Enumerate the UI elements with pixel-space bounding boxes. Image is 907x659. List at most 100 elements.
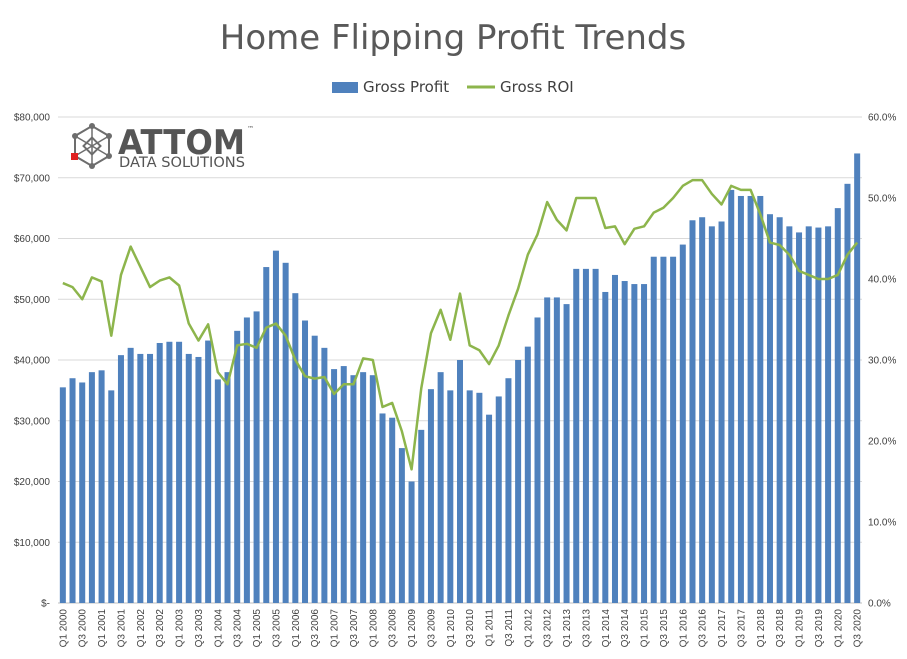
attom-logo-wordmark: ATTOM: [118, 123, 245, 163]
bar-q3-2019: [815, 227, 822, 603]
x-axis-tick-label: Q3 2000: [78, 609, 89, 648]
attom-logo-trademark: ™: [247, 125, 254, 133]
bar-q1-2016: [679, 244, 686, 603]
bar-q4-2003: [205, 340, 212, 603]
bar-q4-2013: [592, 268, 599, 603]
x-axis-tick-label: Q3 2007: [349, 609, 360, 648]
right-axis-tick-labels: 0.0% 10.0% 20.0% 30.0% 40.0% 50.0% 60.0%: [868, 113, 896, 610]
bar-q4-2001: [127, 347, 134, 603]
bar-q2-2007: [340, 366, 347, 603]
bar-q4-2014: [631, 284, 638, 603]
bar-q4-2012: [553, 297, 560, 603]
bar-q1-2017: [718, 221, 725, 604]
x-axis-tick-label: Q1 2011: [485, 609, 496, 647]
x-axis-tick-label: Q3 2014: [620, 609, 631, 648]
attom-logo-tagline: DATA SOLUTIONS: [119, 155, 245, 171]
bar-q1-2012: [524, 346, 531, 603]
x-axis-tick-label: Q3 2013: [581, 609, 592, 648]
legend: Gross Profit Gross ROI: [332, 78, 574, 96]
bar-q3-2008: [389, 417, 396, 603]
x-axis-tick-label: Q3 2016: [698, 609, 709, 648]
bar-q2-2002: [147, 353, 154, 603]
x-axis-tick-label: Q1 2000: [58, 609, 69, 648]
bar-q1-2003: [176, 341, 183, 603]
x-axis-tick-label: Q3 2017: [736, 609, 747, 648]
x-axis-tick-label: Q1 2012: [523, 609, 534, 648]
x-axis-tick-label: Q3 2006: [310, 609, 321, 648]
bar-q3-2016: [699, 217, 706, 604]
gross-roi-line: [62, 178, 859, 471]
x-axis-tick-label: Q1 2014: [601, 609, 612, 648]
bar-q3-2007: [350, 375, 357, 603]
bar-q3-2002: [156, 342, 163, 603]
bar-q3-2001: [117, 355, 124, 603]
bar-q2-2005: [263, 267, 270, 603]
bar-q1-2009: [408, 481, 415, 603]
right-axis-tick-label: 60.0%: [868, 113, 896, 124]
bar-q2-2010: [456, 360, 464, 603]
left-axis-tick-label: $60,000: [14, 234, 51, 245]
x-axis-tick-label: Q1 2019: [795, 609, 806, 648]
bar-q4-2016: [708, 226, 715, 603]
bar-q2-2011: [495, 396, 502, 603]
bar-q2-2016: [689, 220, 696, 603]
bar-q1-2013: [563, 304, 570, 603]
bar-q4-2019: [825, 226, 832, 603]
x-axis-tick-label: Q3 2009: [426, 609, 437, 648]
bar-q3-2018: [776, 217, 783, 604]
chart-title: Home Flipping Profit Trends: [220, 18, 686, 58]
bar-q2-2004: [224, 372, 231, 603]
bar-q4-2000: [88, 372, 95, 603]
x-axis-tick-label: Q3 2002: [155, 609, 166, 648]
bar-q1-2008: [369, 375, 376, 603]
right-axis-tick-label: 0.0%: [868, 599, 891, 610]
bar-q2-2009: [418, 429, 425, 603]
line-series-gross-roi: [62, 178, 859, 471]
bar-q1-2014: [602, 291, 609, 603]
bar-q4-2002: [166, 341, 173, 603]
right-axis-tick-label: 10.0%: [868, 518, 896, 529]
left-axis-tick-label: $50,000: [14, 295, 51, 306]
attom-logo-mark-icon: [71, 123, 112, 169]
bar-q3-2009: [427, 389, 434, 603]
bar-q2-2014: [611, 274, 618, 603]
x-axis-tick-label: Q3 2001: [116, 609, 127, 648]
bar-q3-2013: [582, 268, 589, 603]
bar-q4-2008: [398, 448, 405, 603]
x-axis-tick-label: Q1 2013: [562, 609, 573, 648]
bar-q1-2020: [834, 208, 841, 603]
x-axis-tick-label: Q3 2003: [194, 609, 205, 648]
x-axis-tick-label: Q1 2010: [446, 609, 457, 648]
bar-q3-2015: [660, 256, 667, 603]
bar-q3-2012: [544, 297, 551, 603]
bar-q4-2005: [282, 262, 289, 603]
x-axis-tick-label: Q1 2018: [756, 609, 767, 648]
x-axis-tick-label: Q1 2006: [291, 609, 302, 648]
bar-q4-2007: [360, 372, 367, 603]
bar-q1-2015: [641, 284, 648, 603]
bar-q3-2010: [466, 390, 473, 603]
bar-q2-2013: [573, 268, 580, 603]
bar-q3-2000: [79, 382, 86, 603]
bar-q2-2001: [108, 390, 115, 603]
x-axis-tick-label: Q1 2002: [136, 609, 147, 648]
right-axis-tick-label: 30.0%: [868, 356, 896, 367]
bar-series-gross-profit: [59, 153, 861, 604]
left-axis-tick-labels: $- $10,000 $20,000 $30,000 $40,000 $50,000 $60…: [14, 113, 51, 610]
bar-q4-2011: [515, 360, 522, 603]
x-axis-tick-label: Q1 2007: [330, 609, 341, 648]
legend-swatch-gross-profit: [332, 82, 358, 93]
bar-q1-2018: [757, 195, 764, 603]
x-axis-tick-label: Q1 2015: [640, 609, 651, 648]
left-axis-tick-label: $30,000: [14, 416, 51, 427]
bar-q3-2020: [854, 153, 861, 603]
x-axis-tick-label: Q1 2016: [678, 609, 689, 648]
x-axis-tick-label: Q1 2004: [213, 609, 224, 648]
x-axis-tick-label: Q3 2020: [853, 609, 864, 648]
bar-q2-2003: [185, 353, 192, 603]
x-axis-tick-label: Q3 2019: [814, 609, 825, 648]
bar-q4-2004: [243, 317, 250, 603]
right-axis-tick-label: 40.0%: [868, 275, 896, 286]
left-axis-tick-label: $80,000: [14, 113, 51, 124]
